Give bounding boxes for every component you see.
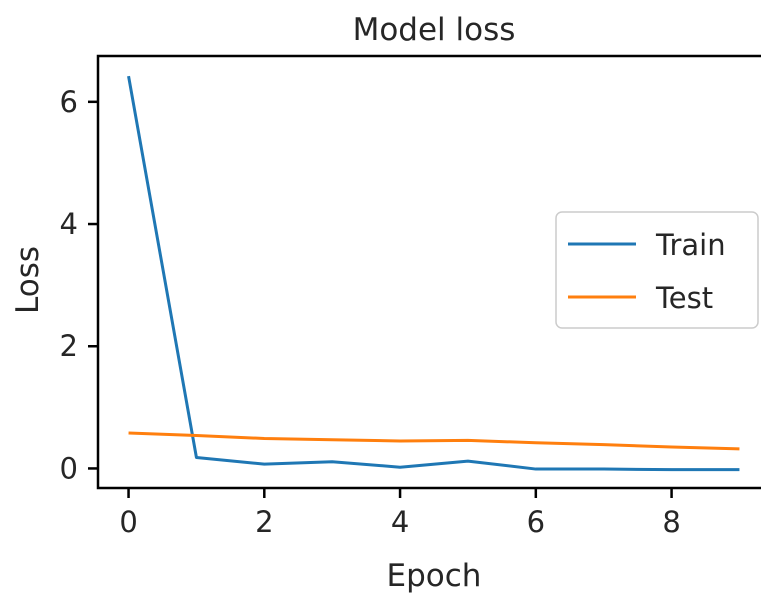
- series-line-train: [127, 75, 740, 472]
- x-tick-label: 0: [119, 505, 137, 539]
- legend: Train Test: [555, 211, 759, 329]
- legend-label-train: Train: [655, 228, 726, 262]
- x-tick-label: 8: [662, 505, 680, 539]
- x-tick-label: 6: [527, 505, 545, 539]
- y-tick-label: 4: [60, 207, 78, 241]
- series-line-test: [128, 431, 740, 451]
- y-axis-label: Loss: [10, 246, 46, 314]
- legend-box: [555, 211, 759, 329]
- legend-label-test: Test: [655, 281, 713, 315]
- plot-area: 0 2 4 6 8 0 2 4 6: [60, 75, 740, 539]
- y-tick-label: 6: [60, 85, 78, 119]
- x-tick-label: 2: [255, 505, 273, 539]
- y-tick-label: 0: [60, 451, 78, 485]
- x-tick-label: 4: [391, 505, 409, 539]
- plot-frame: [96, 54, 761, 490]
- x-axis-label: Epoch: [387, 558, 482, 594]
- y-tick-label: 2: [60, 329, 78, 363]
- chart-title: Model loss: [353, 12, 516, 48]
